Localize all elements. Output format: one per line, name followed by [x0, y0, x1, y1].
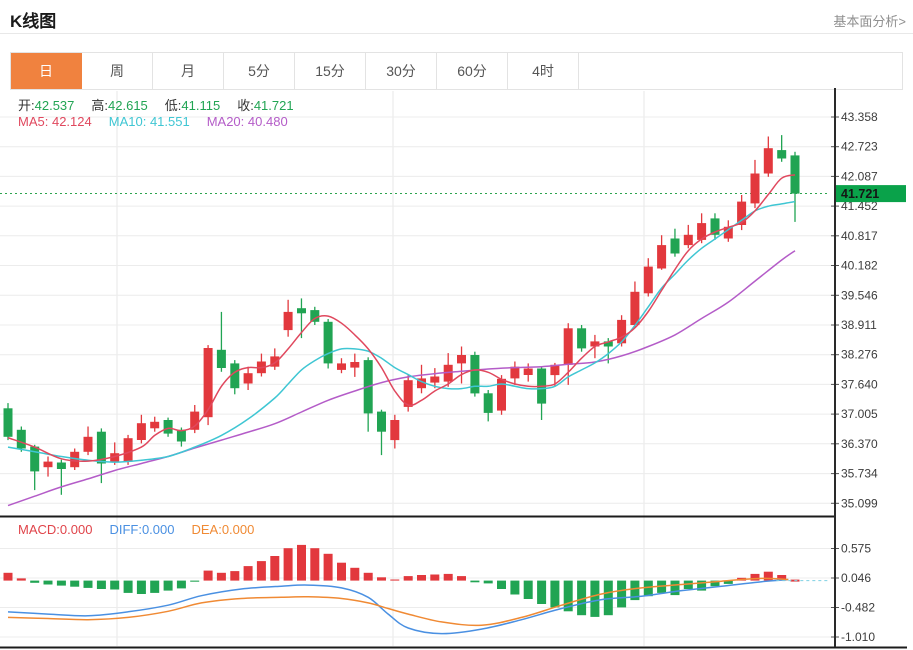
high-readout: 高:42.615: [91, 98, 148, 113]
price-axis: 43.358 42.723 42.087 41.452 40.817 40.182 39.5…: [0, 88, 907, 649]
macd-legend: MACD:0.000 DIFF:0.000 DEA:0.000: [18, 522, 271, 537]
svg-text:35.099: 35.099: [841, 496, 878, 510]
svg-text:36.370: 36.370: [841, 437, 878, 451]
tab-month[interactable]: 月: [153, 53, 224, 89]
ma20-readout: MA20: 40.480: [206, 114, 288, 129]
svg-text:37.005: 37.005: [841, 407, 878, 421]
ma5-line: [7, 174, 796, 462]
gridlines: [0, 91, 835, 646]
ma10-line: [7, 200, 796, 463]
svg-text:-1.010: -1.010: [841, 630, 875, 644]
ohlc-legend: 开:42.537 高:42.615 低:41.115 收:41.721: [18, 95, 311, 114]
svg-text:40.182: 40.182: [841, 259, 878, 273]
macd-histogram: [3, 544, 800, 617]
svg-text:0.575: 0.575: [841, 542, 871, 556]
page-title: K线图: [10, 12, 57, 31]
svg-text:42.087: 42.087: [841, 169, 878, 183]
diff-readout: DIFF:0.000: [109, 522, 175, 537]
low-readout: 低:41.115: [164, 98, 221, 113]
current-price-tag: 41.721: [836, 185, 906, 203]
fundamental-analysis-link[interactable]: 基本面分析>: [833, 14, 906, 29]
macd-readout: MACD:0.000: [18, 522, 93, 537]
dea-line: [7, 577, 789, 627]
open-readout: 开:42.537: [18, 98, 75, 113]
ma-legend: MA5: 42.124 MA10: 41.551 MA20: 40.480: [18, 114, 305, 129]
tab-5min[interactable]: 5分: [224, 53, 295, 89]
candlestick-pane: [0, 135, 830, 507]
tab-60min[interactable]: 60分: [437, 53, 508, 89]
svg-text:43.358: 43.358: [841, 110, 878, 124]
svg-text:41.721: 41.721: [841, 187, 879, 201]
svg-text:39.546: 39.546: [841, 288, 878, 302]
svg-text:38.276: 38.276: [841, 348, 878, 362]
svg-text:38.911: 38.911: [841, 318, 877, 332]
ma20-line: [7, 250, 796, 507]
tab-day[interactable]: 日: [11, 53, 82, 89]
svg-text:40.817: 40.817: [841, 229, 878, 243]
macd-pane: [3, 544, 830, 635]
ma5-readout: MA5: 42.124: [18, 114, 92, 129]
tab-30min[interactable]: 30分: [366, 53, 437, 89]
svg-text:0.046: 0.046: [841, 571, 871, 585]
svg-text:42.723: 42.723: [841, 140, 878, 154]
svg-text:37.640: 37.640: [841, 377, 878, 391]
dea-readout: DEA:0.000: [191, 522, 255, 537]
close-readout: 收:41.721: [237, 98, 294, 113]
tab-4hour[interactable]: 4时: [508, 53, 579, 89]
svg-text:35.734: 35.734: [841, 467, 878, 481]
interval-tab-bar: 日 周 月 5分 15分 30分 60分 4时: [10, 52, 903, 90]
tab-15min[interactable]: 15分: [295, 53, 366, 89]
svg-text:-0.482: -0.482: [841, 601, 875, 615]
svg-text:41.452: 41.452: [841, 199, 878, 213]
candles: [3, 135, 800, 495]
title-divider: [0, 33, 913, 34]
diff-line: [7, 578, 789, 635]
tab-week[interactable]: 周: [82, 53, 153, 89]
ma10-readout: MA10: 41.551: [108, 114, 190, 129]
